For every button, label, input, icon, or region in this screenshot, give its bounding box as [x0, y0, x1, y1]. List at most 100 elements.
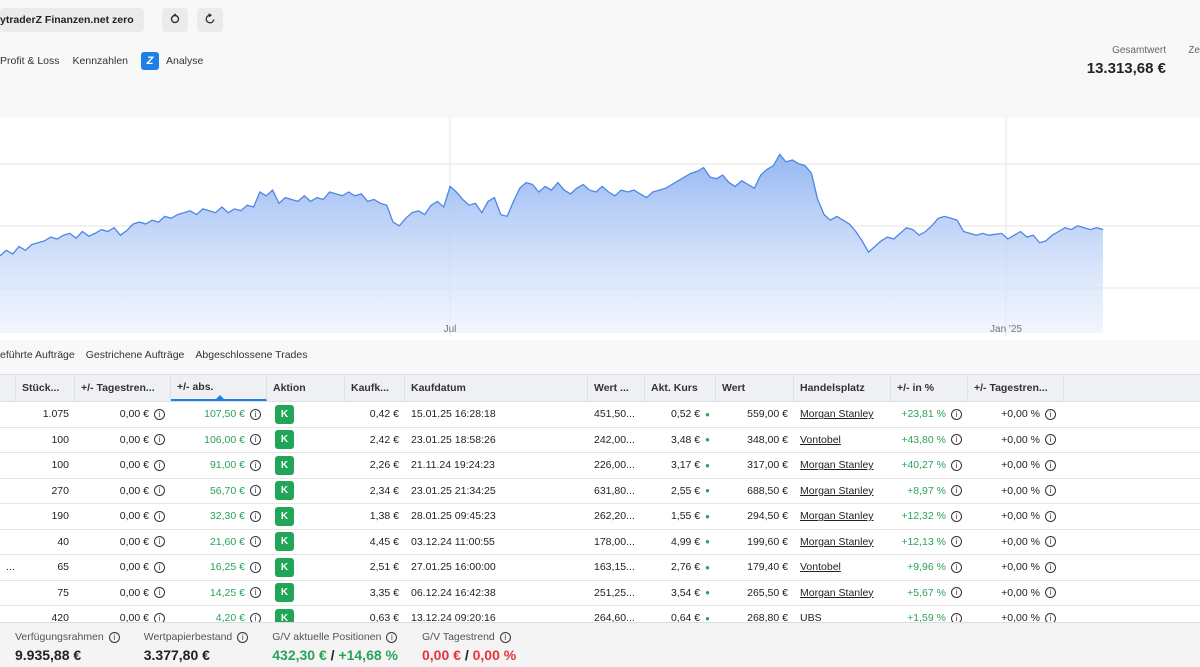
col-name[interactable] — [0, 375, 16, 401]
info-icon[interactable]: i — [1045, 561, 1056, 573]
info-icon[interactable]: i — [250, 561, 261, 573]
info-icon[interactable]: i — [386, 631, 398, 643]
buy-action-badge[interactable]: K — [275, 557, 294, 577]
info-icon[interactable]: i — [250, 459, 261, 471]
col-pct[interactable]: +/- in % — [891, 375, 968, 401]
info-icon[interactable]: i — [951, 485, 962, 497]
info-icon[interactable]: i — [154, 459, 165, 471]
info-icon[interactable]: i — [237, 631, 249, 643]
info-icon[interactable]: i — [1045, 485, 1056, 497]
info-icon[interactable]: i — [154, 536, 165, 548]
refresh-button[interactable] — [161, 8, 188, 32]
reload-button[interactable] — [196, 8, 223, 32]
cell-value: 179,40 € — [747, 561, 788, 574]
info-icon[interactable]: i — [250, 536, 261, 548]
info-icon[interactable]: i — [951, 459, 962, 471]
info-icon[interactable]: i — [1045, 536, 1056, 548]
info-icon[interactable]: i — [108, 631, 120, 643]
info-icon[interactable]: i — [951, 587, 962, 599]
pl-separator: / — [326, 647, 339, 663]
cell-current-price-value: 0,64 € — [670, 612, 701, 625]
buy-action-badge[interactable]: K — [275, 404, 294, 424]
cell-current-price-value: 0,52 € — [670, 408, 701, 421]
col-value[interactable]: Wert — [716, 375, 794, 401]
buy-action-badge[interactable]: K — [275, 583, 294, 603]
cell-day-trend: 0,00 € i — [75, 606, 171, 631]
info-icon[interactable]: i — [1045, 510, 1056, 522]
buy-action-badge[interactable]: K — [275, 430, 294, 450]
col-action[interactable]: Aktion — [267, 375, 345, 401]
cell-name — [0, 453, 16, 478]
info-icon[interactable]: i — [250, 587, 261, 599]
venue-link[interactable]: Vontobel — [800, 561, 841, 574]
cell-quantity: 270 — [51, 484, 69, 497]
buy-action-badge[interactable]: K — [275, 455, 294, 475]
table-row[interactable]: 100 0,00 € i 91,00 € i K 2,26 € 21.11.24 19:24:… — [0, 453, 1200, 479]
cell-current-price: 0,64 € ● — [645, 606, 716, 631]
buy-action-badge[interactable]: K — [275, 532, 294, 552]
info-icon[interactable]: i — [951, 408, 962, 420]
account-selector[interactable]: ytraderZ Finanzen.net zero — [0, 8, 144, 32]
tab-analyse[interactable]: Z Analyse — [141, 52, 216, 70]
info-icon[interactable]: i — [1045, 408, 1056, 420]
info-icon[interactable]: i — [951, 510, 962, 522]
info-icon[interactable]: i — [1045, 459, 1056, 471]
info-icon[interactable]: i — [1045, 587, 1056, 599]
col-abs[interactable]: +/- abs. — [171, 375, 267, 401]
info-icon[interactable]: i — [250, 485, 261, 497]
tab-profit-loss[interactable]: Profit & Loss — [0, 55, 60, 67]
info-icon[interactable]: i — [250, 510, 261, 522]
tab-kennzahlen[interactable]: Kennzahlen — [72, 55, 128, 67]
cell-pct-value: +12,13 % — [901, 535, 946, 548]
info-icon[interactable]: i — [154, 587, 165, 599]
info-icon[interactable]: i — [154, 561, 165, 573]
table-row[interactable]: 40 0,00 € i 21,60 € i K 4,45 € 03.12.24 11:00:5… — [0, 530, 1200, 555]
portfolio-chart[interactable]: Jul Jan '25 — [0, 118, 1200, 340]
col-quantity[interactable]: Stück... — [16, 375, 75, 401]
venue-link[interactable]: Morgan Stanley — [800, 535, 874, 548]
tab-closed-trades[interactable]: Abgeschlossene Trades — [195, 349, 308, 361]
col-buy-date[interactable]: Kaufdatum — [405, 375, 588, 401]
table-row[interactable]: 270 0,00 € i 56,70 € i K 2,34 € 23.01.25 21:34:… — [0, 479, 1200, 504]
cell-current-price: 4,99 € ● — [645, 530, 716, 555]
info-icon[interactable]: i — [250, 434, 261, 446]
tab-cancelled-orders[interactable]: Gestrichene Aufträge — [85, 349, 185, 361]
venue-link[interactable]: Morgan Stanley — [800, 459, 874, 472]
cell-buy-price: 2,34 € — [369, 484, 399, 497]
venue-link[interactable]: Morgan Stanley — [800, 484, 874, 497]
info-icon[interactable]: i — [951, 561, 962, 573]
venue-link[interactable]: Morgan Stanley — [800, 586, 874, 599]
info-icon[interactable]: i — [499, 631, 511, 643]
pl-pct: +14,68 % — [338, 647, 398, 663]
col-day-trend-pct[interactable]: +/- Tagestren... — [968, 375, 1064, 401]
col-buy-value[interactable]: Wert ... — [588, 375, 645, 401]
info-icon[interactable]: i — [154, 485, 165, 497]
info-icon[interactable]: i — [154, 408, 165, 420]
col-current-price[interactable]: Akt. Kurs — [645, 375, 716, 401]
buy-action-badge[interactable]: K — [275, 481, 294, 501]
table-row[interactable]: 100 0,00 € i 106,00 € i K 2,42 € 23.01.25 18:58… — [0, 428, 1200, 453]
info-icon[interactable]: i — [951, 434, 962, 446]
table-row[interactable]: 190 0,00 € i 32,30 € i K 1,38 € 28.01.25 09:45:… — [0, 504, 1200, 530]
cell-day-trend-pct-value: +0,00 % — [1001, 586, 1040, 599]
info-icon[interactable]: i — [154, 510, 165, 522]
table-row[interactable]: 75 0,00 € i 14,25 € i K 3,35 € 06.12.24 16:42:3… — [0, 581, 1200, 606]
venue-link[interactable]: Morgan Stanley — [800, 510, 874, 523]
info-icon[interactable]: i — [250, 408, 261, 420]
tab-executed-orders[interactable]: eführte Aufträge — [0, 349, 75, 361]
venue-link[interactable]: Morgan Stanley — [800, 408, 874, 421]
table-row[interactable]: ... 65 0,00 € i 16,25 € i K 2,51 € 27.01.25 16:0… — [0, 555, 1200, 581]
info-icon[interactable]: i — [1045, 434, 1056, 446]
table-row[interactable]: 1.075 0,00 € i 107,50 € i K 0,42 € 15.01.25 16:… — [0, 402, 1200, 428]
venue-link[interactable]: Vontobel — [800, 433, 841, 446]
col-day-trend[interactable]: +/- Tagestren... — [75, 375, 171, 401]
info-icon[interactable]: i — [951, 536, 962, 548]
cell-current-price: 1,55 € ● — [645, 504, 716, 529]
info-icon[interactable]: i — [154, 434, 165, 446]
cell-name — [0, 504, 16, 529]
buy-action-badge[interactable]: K — [275, 506, 294, 526]
total-value: 13.313,68 € — [1086, 60, 1166, 77]
col-venue[interactable]: Handelsplatz — [794, 375, 891, 401]
col-buy-price[interactable]: Kaufk... — [345, 375, 405, 401]
venue-link[interactable]: UBS — [800, 612, 822, 625]
